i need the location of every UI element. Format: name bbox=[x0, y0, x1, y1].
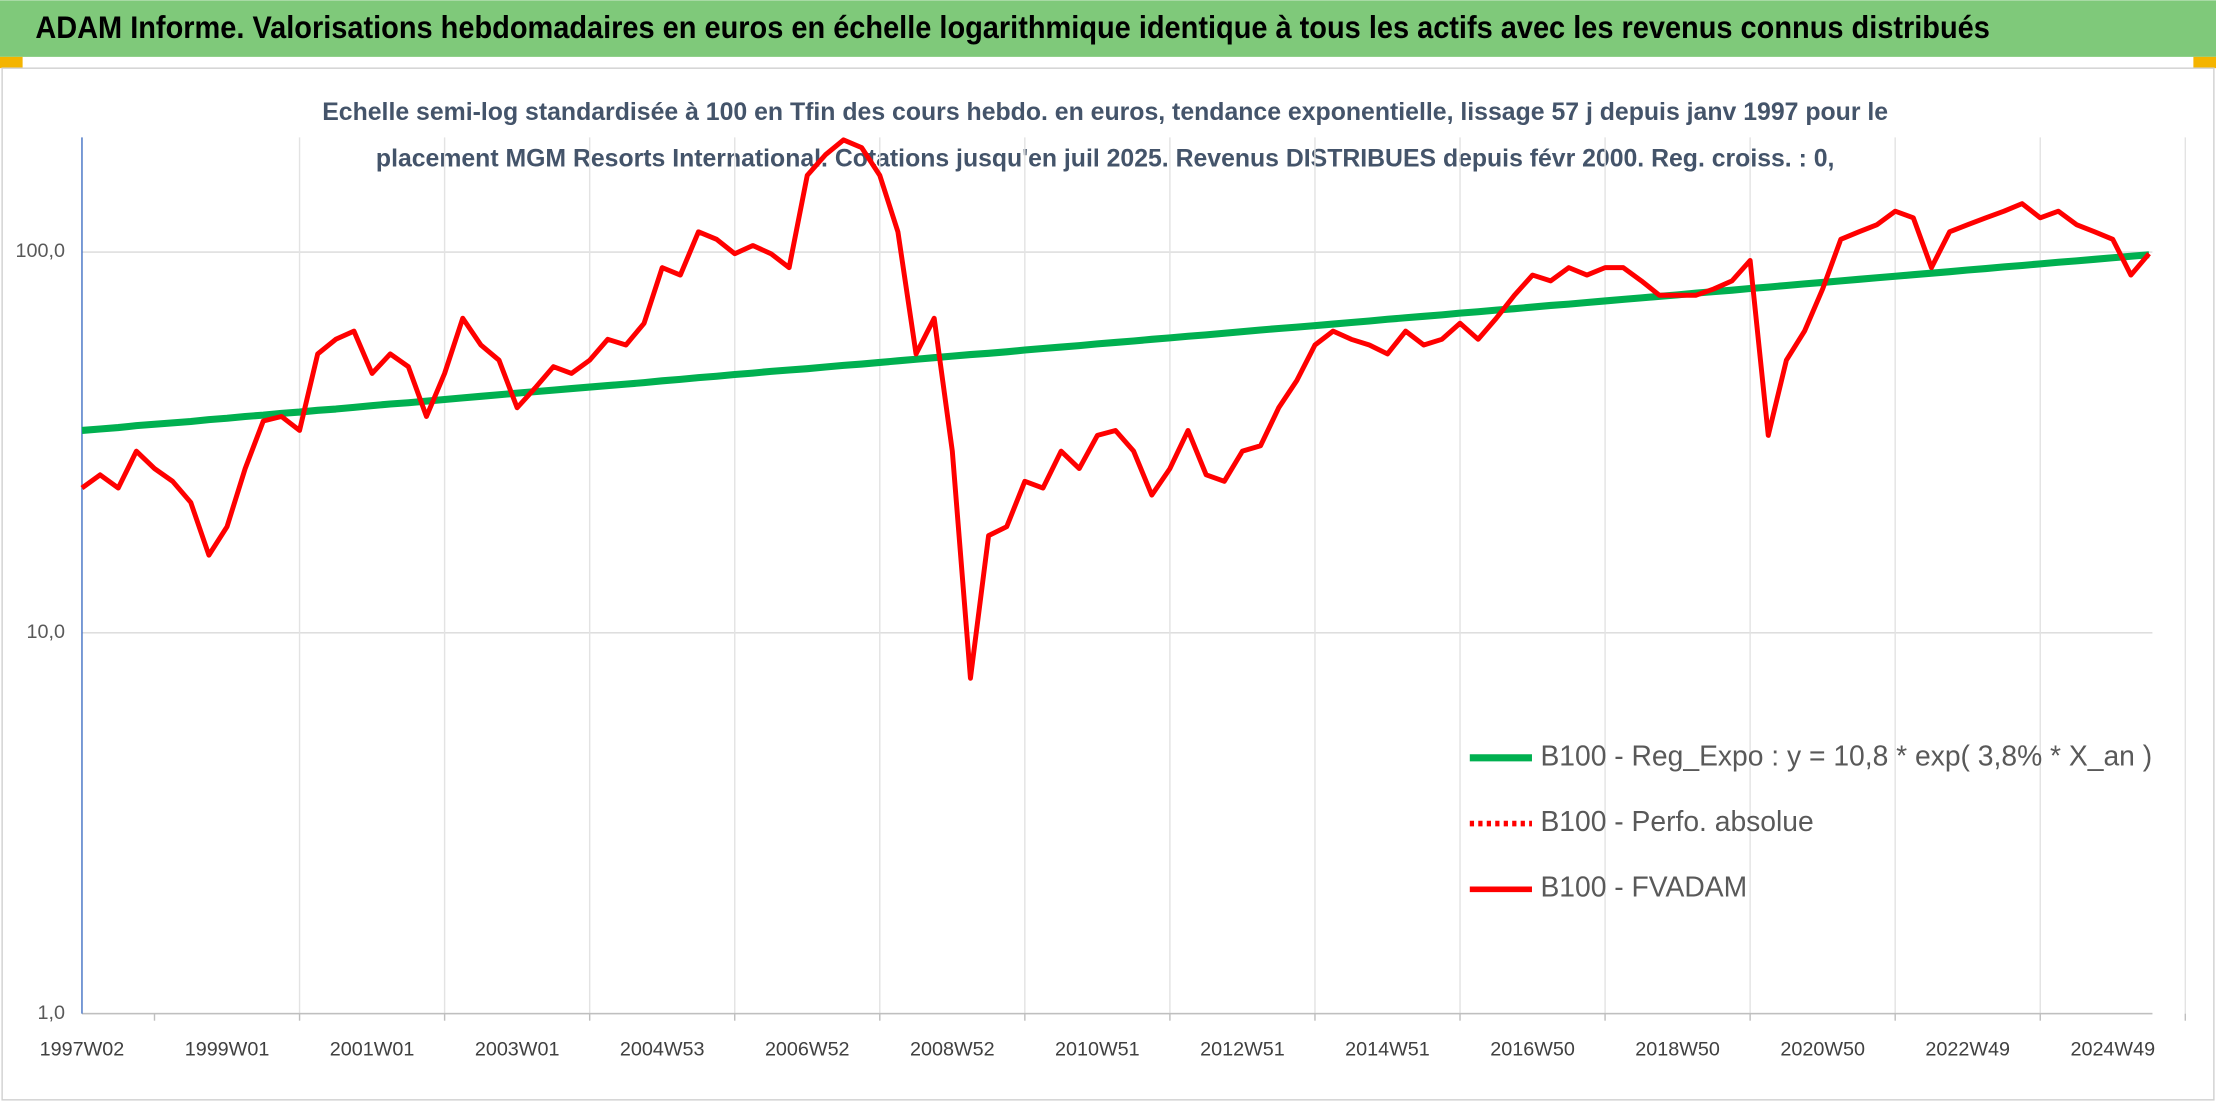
x-tick-label: 1999W01 bbox=[185, 1039, 270, 1061]
x-tick-label: 2012W51 bbox=[1200, 1039, 1285, 1061]
x-tick-label: 2018W50 bbox=[1635, 1039, 1720, 1061]
chart-subtitle: Echelle semi-log standardisée à 100 en T… bbox=[322, 98, 1888, 126]
series-line bbox=[80, 137, 2151, 681]
x-tick-label: 2001W01 bbox=[330, 1039, 415, 1061]
y-tick-label: 1,0 bbox=[38, 1002, 65, 1024]
x-tick-label: 2022W49 bbox=[1925, 1039, 2010, 1061]
legend-label: B100 - Reg_Expo : y = 10,8 * exp( 3,8% *… bbox=[1540, 739, 2152, 771]
x-tick-label: 2020W50 bbox=[1780, 1039, 1865, 1061]
chart-subtitle: placement MGM Resorts International. Cot… bbox=[376, 145, 1834, 173]
x-tick-label: 2024W49 bbox=[2070, 1039, 2155, 1061]
y-tick-label: 100,0 bbox=[16, 240, 65, 262]
corner bbox=[2193, 56, 2216, 69]
corner bbox=[0, 56, 23, 69]
x-tick-label: 2010W51 bbox=[1055, 1039, 1140, 1061]
x-tick-label: 2003W01 bbox=[475, 1039, 560, 1061]
y-tick-label: 10,0 bbox=[27, 621, 65, 643]
x-tick-label: 2014W51 bbox=[1345, 1039, 1430, 1061]
series-line bbox=[81, 251, 2150, 434]
header-bar bbox=[0, 0, 2216, 57]
header-title: ADAM Informe. Valorisations hebdomadaire… bbox=[35, 10, 1990, 45]
x-tick-label: 2006W52 bbox=[765, 1039, 850, 1061]
x-tick-label: 1997W02 bbox=[40, 1039, 125, 1061]
legend-label: B100 - Perfo. absolue bbox=[1540, 805, 1813, 837]
legend-label: B100 - FVADAM bbox=[1540, 871, 1747, 903]
x-tick-label: 2016W50 bbox=[1490, 1039, 1575, 1061]
x-tick-label: 2004W53 bbox=[620, 1039, 705, 1061]
x-tick-label: 2008W52 bbox=[910, 1039, 995, 1061]
